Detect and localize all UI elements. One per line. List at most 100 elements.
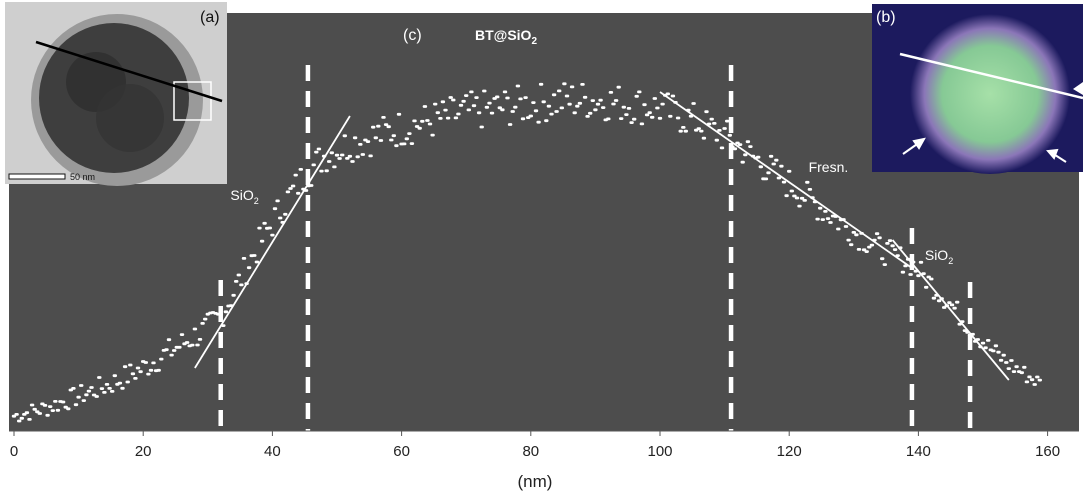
data-point: [1001, 353, 1006, 357]
data-point: [784, 194, 789, 198]
x-tick-label: 80: [522, 443, 539, 460]
panel-label-c: (c): [403, 27, 422, 44]
x-axis-label: (nm): [518, 472, 553, 491]
data-point: [642, 103, 647, 107]
data-point: [79, 384, 84, 387]
data-point: [440, 100, 446, 104]
data-point: [569, 85, 575, 89]
data-point: [37, 412, 42, 415]
data-point: [360, 153, 365, 156]
data-point: [768, 154, 774, 158]
data-point: [929, 277, 934, 281]
data-point: [443, 108, 448, 112]
data-point: [650, 115, 655, 119]
data-point: [634, 94, 639, 98]
data-point: [727, 133, 732, 137]
data-point: [647, 111, 652, 115]
data-point: [836, 227, 841, 231]
data-point: [611, 102, 616, 106]
data-point: [278, 216, 283, 220]
data-point: [270, 233, 275, 237]
data-point: [474, 96, 479, 99]
data-point: [991, 349, 996, 353]
data-point: [1024, 380, 1030, 384]
data-point: [980, 341, 986, 345]
data-point: [629, 121, 634, 124]
data-point: [404, 137, 409, 141]
data-point: [986, 339, 991, 342]
data-point: [376, 124, 381, 128]
data-point: [701, 136, 707, 140]
data-point: [24, 411, 30, 415]
data-point: [717, 129, 722, 132]
data-point: [660, 102, 665, 106]
data-point: [288, 187, 293, 190]
data-point: [541, 100, 546, 104]
arrow-icon: [902, 137, 926, 155]
inset-a-zoom-box: [173, 81, 212, 121]
data-point: [358, 143, 363, 146]
data-point: [900, 270, 906, 274]
data-point: [924, 285, 929, 289]
data-point: [1027, 375, 1032, 379]
data-point: [683, 129, 688, 133]
data-point: [502, 90, 508, 94]
data-point: [585, 115, 590, 118]
data-point: [102, 391, 107, 394]
data-point: [125, 380, 130, 384]
data-point: [869, 243, 875, 247]
x-axis-ticks: 0 20 40 60 80 100 120 140 160: [10, 431, 1060, 460]
data-point: [681, 126, 686, 129]
data-point: [110, 390, 115, 393]
data-point: [146, 372, 151, 376]
data-point: [239, 283, 244, 287]
data-point: [637, 90, 642, 94]
data-point: [766, 171, 771, 175]
annotation-1: Fresn.: [809, 159, 849, 175]
data-point: [184, 341, 190, 344]
data-point: [262, 221, 267, 225]
data-point: [536, 120, 541, 124]
data-point: [53, 400, 58, 403]
data-point: [396, 112, 402, 116]
data-point: [430, 133, 435, 137]
data-point: [409, 142, 415, 145]
data-point: [107, 387, 112, 390]
data-point: [383, 123, 389, 126]
data-point: [373, 136, 378, 140]
data-point: [737, 143, 743, 146]
data-point: [616, 85, 621, 89]
data-point: [84, 393, 89, 397]
data-point: [771, 162, 776, 166]
data-point: [513, 105, 518, 109]
data-point: [921, 272, 926, 276]
data-point: [712, 122, 717, 125]
data-point: [867, 245, 872, 249]
data-point: [355, 155, 360, 159]
data-point: [340, 153, 345, 157]
data-point: [497, 106, 502, 110]
data-point: [632, 117, 637, 121]
annotations: SiO2 Fresn. SiO2: [230, 159, 953, 266]
data-point: [668, 114, 673, 118]
data-point: [892, 248, 898, 251]
data-point: [776, 176, 782, 180]
data-point: [389, 138, 394, 142]
data-point: [820, 218, 825, 221]
data-point: [272, 207, 278, 211]
data-point: [257, 226, 262, 230]
data-point: [518, 97, 523, 101]
data-point: [476, 111, 482, 115]
data-point: [1011, 370, 1017, 373]
data-point: [1004, 361, 1009, 364]
data-point: [998, 358, 1004, 362]
data-point: [797, 204, 802, 208]
data-point: [996, 350, 1001, 354]
data-point: [290, 184, 296, 188]
data-point: [169, 353, 174, 357]
data-point: [27, 418, 32, 421]
data-point: [890, 244, 895, 248]
x-tick-label: 20: [135, 443, 152, 460]
data-point: [639, 122, 645, 126]
data-point: [846, 238, 851, 242]
